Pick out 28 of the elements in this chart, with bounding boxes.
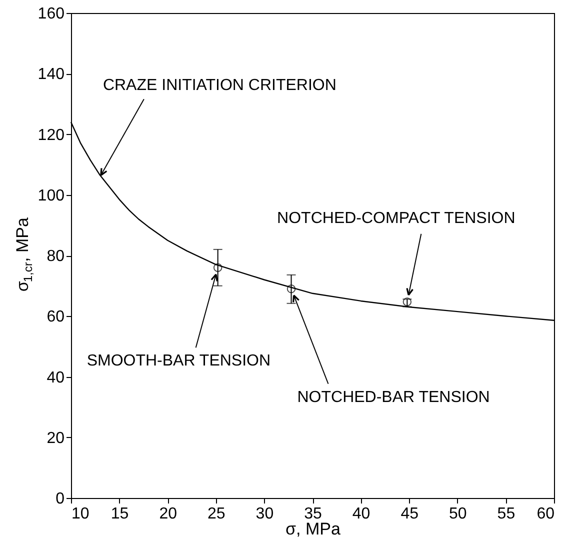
annotation: SMOOTH-BAR TENSION — [86, 352, 271, 370]
x-tick-label: 30 — [256, 506, 274, 522]
annotation: NOTCHED-BAR TENSION — [297, 388, 490, 406]
y-tick-label: 40 — [46, 369, 65, 386]
x-tick-label: 50 — [449, 506, 467, 522]
x-tick-label: 35 — [304, 506, 322, 522]
x-tick-label: 45 — [400, 506, 419, 522]
x-tick-label: 40 — [352, 506, 370, 522]
x-tick-label: 60 — [536, 506, 555, 522]
x-tick-label: 20 — [159, 506, 178, 522]
y-tick-label: 100 — [38, 187, 65, 204]
point — [286, 284, 296, 294]
y-tick-label: 160 — [38, 6, 65, 22]
y-tick-label: 20 — [46, 430, 65, 447]
x-axis-title: σ, MPa — [286, 520, 341, 538]
x-tick-label: 55 — [497, 506, 516, 522]
annotation: CRAZE INITIATION CRITERION — [102, 77, 336, 94]
point — [213, 263, 222, 272]
y-tick-label: 80 — [46, 248, 65, 265]
x-tick-label: 10 — [72, 506, 90, 522]
y-tick-label: 140 — [38, 66, 65, 84]
y-axis-title: σ1,cr, MPa — [13, 217, 35, 292]
y-tick-label: 60 — [46, 308, 65, 326]
x-tick-label: 15 — [110, 506, 129, 522]
x-tick-label: 25 — [208, 506, 226, 522]
y-tick-label: 0 — [56, 490, 65, 508]
y-tick-label: 120 — [38, 126, 65, 144]
annotation: NOTCHED-COMPACT TENSION — [277, 210, 516, 227]
